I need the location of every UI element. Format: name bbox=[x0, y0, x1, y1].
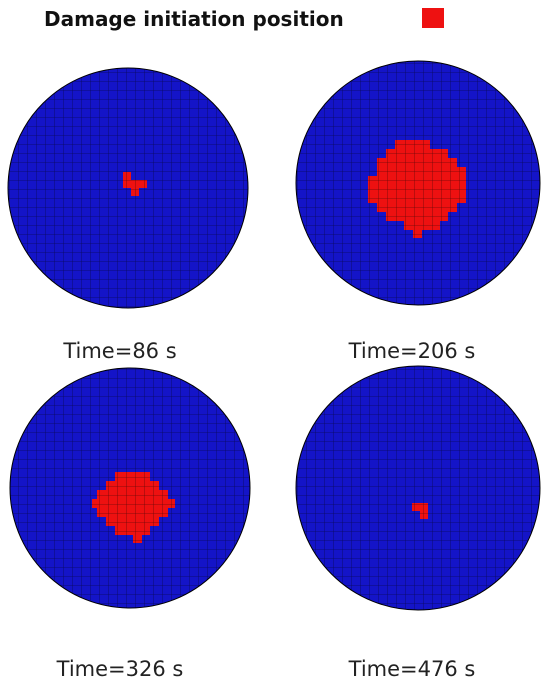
mesh-panel bbox=[9, 367, 251, 609]
panel-caption: Time=326 s bbox=[56, 657, 184, 681]
mesh-panel bbox=[7, 67, 249, 309]
panel-caption: Time=86 s bbox=[62, 339, 176, 363]
legend-swatch bbox=[422, 8, 444, 28]
legend-label: Damage initiation position bbox=[44, 7, 344, 31]
mesh-panel bbox=[295, 60, 541, 306]
panel-caption: Time=476 s bbox=[348, 657, 476, 681]
panel-caption: Time=206 s bbox=[348, 339, 476, 363]
mesh-panel bbox=[295, 365, 541, 611]
